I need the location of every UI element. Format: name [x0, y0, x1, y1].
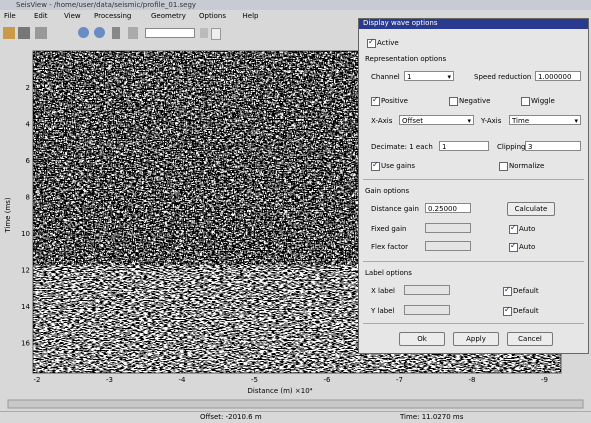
tool-icon[interactable]: [128, 27, 138, 39]
separator: [363, 179, 584, 180]
checkbox[interactable]: Active: [367, 39, 399, 47]
separator: [363, 261, 584, 262]
x-tick-label: -5: [251, 376, 258, 384]
input[interactable]: [425, 223, 471, 233]
menu-item[interactable]: Options: [199, 12, 226, 20]
app-window: SeisView - /home/user/data/seismic/profi…: [0, 0, 591, 422]
x-tick-label: -7: [396, 376, 403, 384]
dialog: Display wave options Active Representati…: [358, 18, 589, 354]
checkbox[interactable]: Negative: [449, 97, 490, 105]
label: Distance gain: [371, 205, 419, 213]
tool-input[interactable]: [145, 28, 195, 38]
dialog-title: Display wave options: [359, 19, 588, 29]
tool-icon[interactable]: [211, 28, 221, 40]
checkbox[interactable]: Use gains: [371, 162, 415, 170]
status-bar: [0, 411, 591, 423]
y-axis-label: Time (ms): [4, 197, 12, 234]
x-axis-label: Distance (m) ×10⁴: [248, 387, 313, 395]
x-tick-label: -6: [324, 376, 332, 384]
label: Flex factor: [371, 243, 408, 251]
menu-item[interactable]: File: [4, 12, 16, 20]
x-tick-label: -8: [469, 376, 476, 384]
x-tick-label: -3: [106, 376, 113, 384]
scrollbar[interactable]: [8, 400, 583, 408]
tool-icon[interactable]: [200, 28, 208, 38]
section-heading: Label options: [365, 269, 412, 277]
menu-item[interactable]: View: [64, 12, 81, 20]
input[interactable]: 1.000000: [535, 71, 581, 81]
x-tick-label: -4: [179, 376, 187, 384]
button[interactable]: Calculate: [507, 202, 555, 216]
tool-icon[interactable]: [112, 27, 120, 39]
button[interactable]: Cancel: [507, 332, 553, 346]
menu-item[interactable]: Geometry: [151, 12, 186, 20]
select[interactable]: Offset: [399, 115, 474, 125]
checkbox[interactable]: Default: [503, 287, 539, 295]
checkbox[interactable]: Auto: [509, 225, 535, 233]
input[interactable]: 0.25000: [425, 203, 471, 213]
menu-item[interactable]: Help: [243, 12, 259, 20]
tool-icon[interactable]: [78, 27, 89, 38]
menu-item[interactable]: Edit: [34, 12, 48, 20]
y-tick-label: 10: [21, 230, 30, 238]
y-tick-label: 6: [26, 157, 31, 165]
y-tick-label: 16: [21, 340, 30, 348]
y-tick-label: 8: [26, 194, 30, 202]
checkbox[interactable]: Auto: [509, 243, 535, 251]
checkbox[interactable]: Default: [503, 307, 539, 315]
select[interactable]: Time: [509, 115, 581, 125]
y-tick-label: 12: [21, 267, 30, 275]
button[interactable]: Ok: [399, 332, 445, 346]
menu-item[interactable]: Processing: [94, 12, 131, 20]
separator: [363, 323, 584, 324]
tool-icon[interactable]: [94, 27, 105, 38]
label: Channel: [371, 73, 400, 81]
label: Clipping: [497, 143, 526, 151]
x-tick-label: -2: [34, 376, 41, 384]
button[interactable]: Apply: [453, 332, 499, 346]
section-heading: Gain options: [365, 187, 409, 195]
status-offset: Offset: -2010.6 m: [200, 413, 262, 421]
section-heading: Representation options: [365, 55, 446, 63]
label: X label: [371, 287, 395, 295]
label: Decimate: 1 each: [371, 143, 433, 151]
input[interactable]: [404, 305, 450, 315]
label: Y-Axis: [481, 117, 501, 125]
status-time: Time: 11.0270 ms: [400, 413, 463, 421]
input[interactable]: [404, 285, 450, 295]
y-tick-label: 4: [26, 121, 31, 129]
y-tick-label: 2: [26, 84, 30, 92]
label: Fixed gain: [371, 225, 406, 233]
window-title: SeisView - /home/user/data/seismic/profi…: [16, 1, 196, 9]
tool-icon[interactable]: [35, 27, 47, 39]
label: Speed reduction: [474, 73, 531, 81]
spinbox[interactable]: 3: [525, 141, 581, 151]
checkbox[interactable]: Wiggle: [521, 97, 555, 105]
label: Y label: [371, 307, 394, 315]
select[interactable]: 1: [404, 71, 454, 81]
y-tick-label: 14: [21, 303, 30, 311]
spinbox[interactable]: 1: [439, 141, 489, 151]
x-tick-label: -9: [541, 376, 548, 384]
tool-icon[interactable]: [18, 27, 30, 39]
tool-icon[interactable]: [3, 27, 15, 39]
checkbox[interactable]: Normalize: [499, 162, 544, 170]
input[interactable]: [425, 241, 471, 251]
label: X-Axis: [371, 117, 392, 125]
checkbox[interactable]: Positive: [371, 97, 408, 105]
